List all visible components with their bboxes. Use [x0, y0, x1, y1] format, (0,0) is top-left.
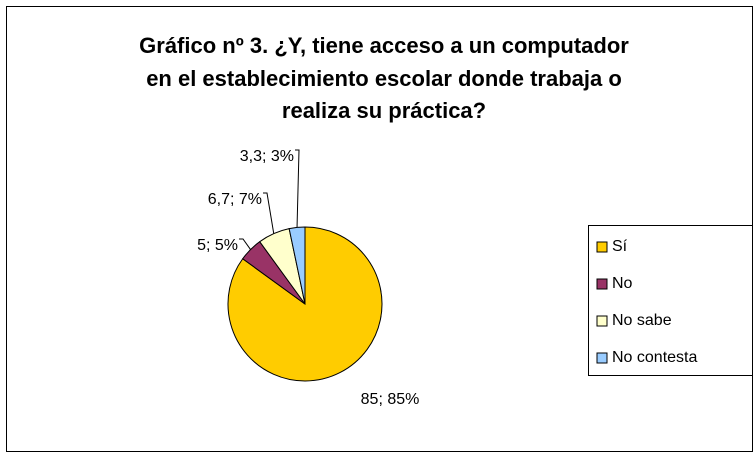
legend-swatch [596, 315, 608, 327]
leader-line [295, 149, 300, 228]
chart-title: realiza su práctica? [282, 98, 486, 123]
legend-label: No [612, 275, 633, 292]
legend-box [588, 225, 753, 376]
chart-title: en el establecimiento escolar donde trab… [146, 66, 622, 91]
leader-line [239, 238, 251, 250]
chart-title: Gráfico nº 3. ¿Y, tiene acceso a un comp… [139, 33, 629, 58]
legend-swatch [596, 241, 608, 253]
data-label: 85; 85% [361, 391, 420, 408]
data-label: 5; 5% [197, 237, 238, 254]
legend-label: No contesta [612, 349, 697, 366]
legend-label: Sí [612, 238, 628, 255]
legend-swatch [596, 352, 608, 364]
data-label: 6,7; 7% [208, 191, 262, 208]
legend-label: No sabe [612, 312, 672, 329]
data-label: 3,3; 3% [240, 148, 294, 165]
legend-swatch [596, 278, 608, 290]
leader-line [263, 192, 275, 234]
